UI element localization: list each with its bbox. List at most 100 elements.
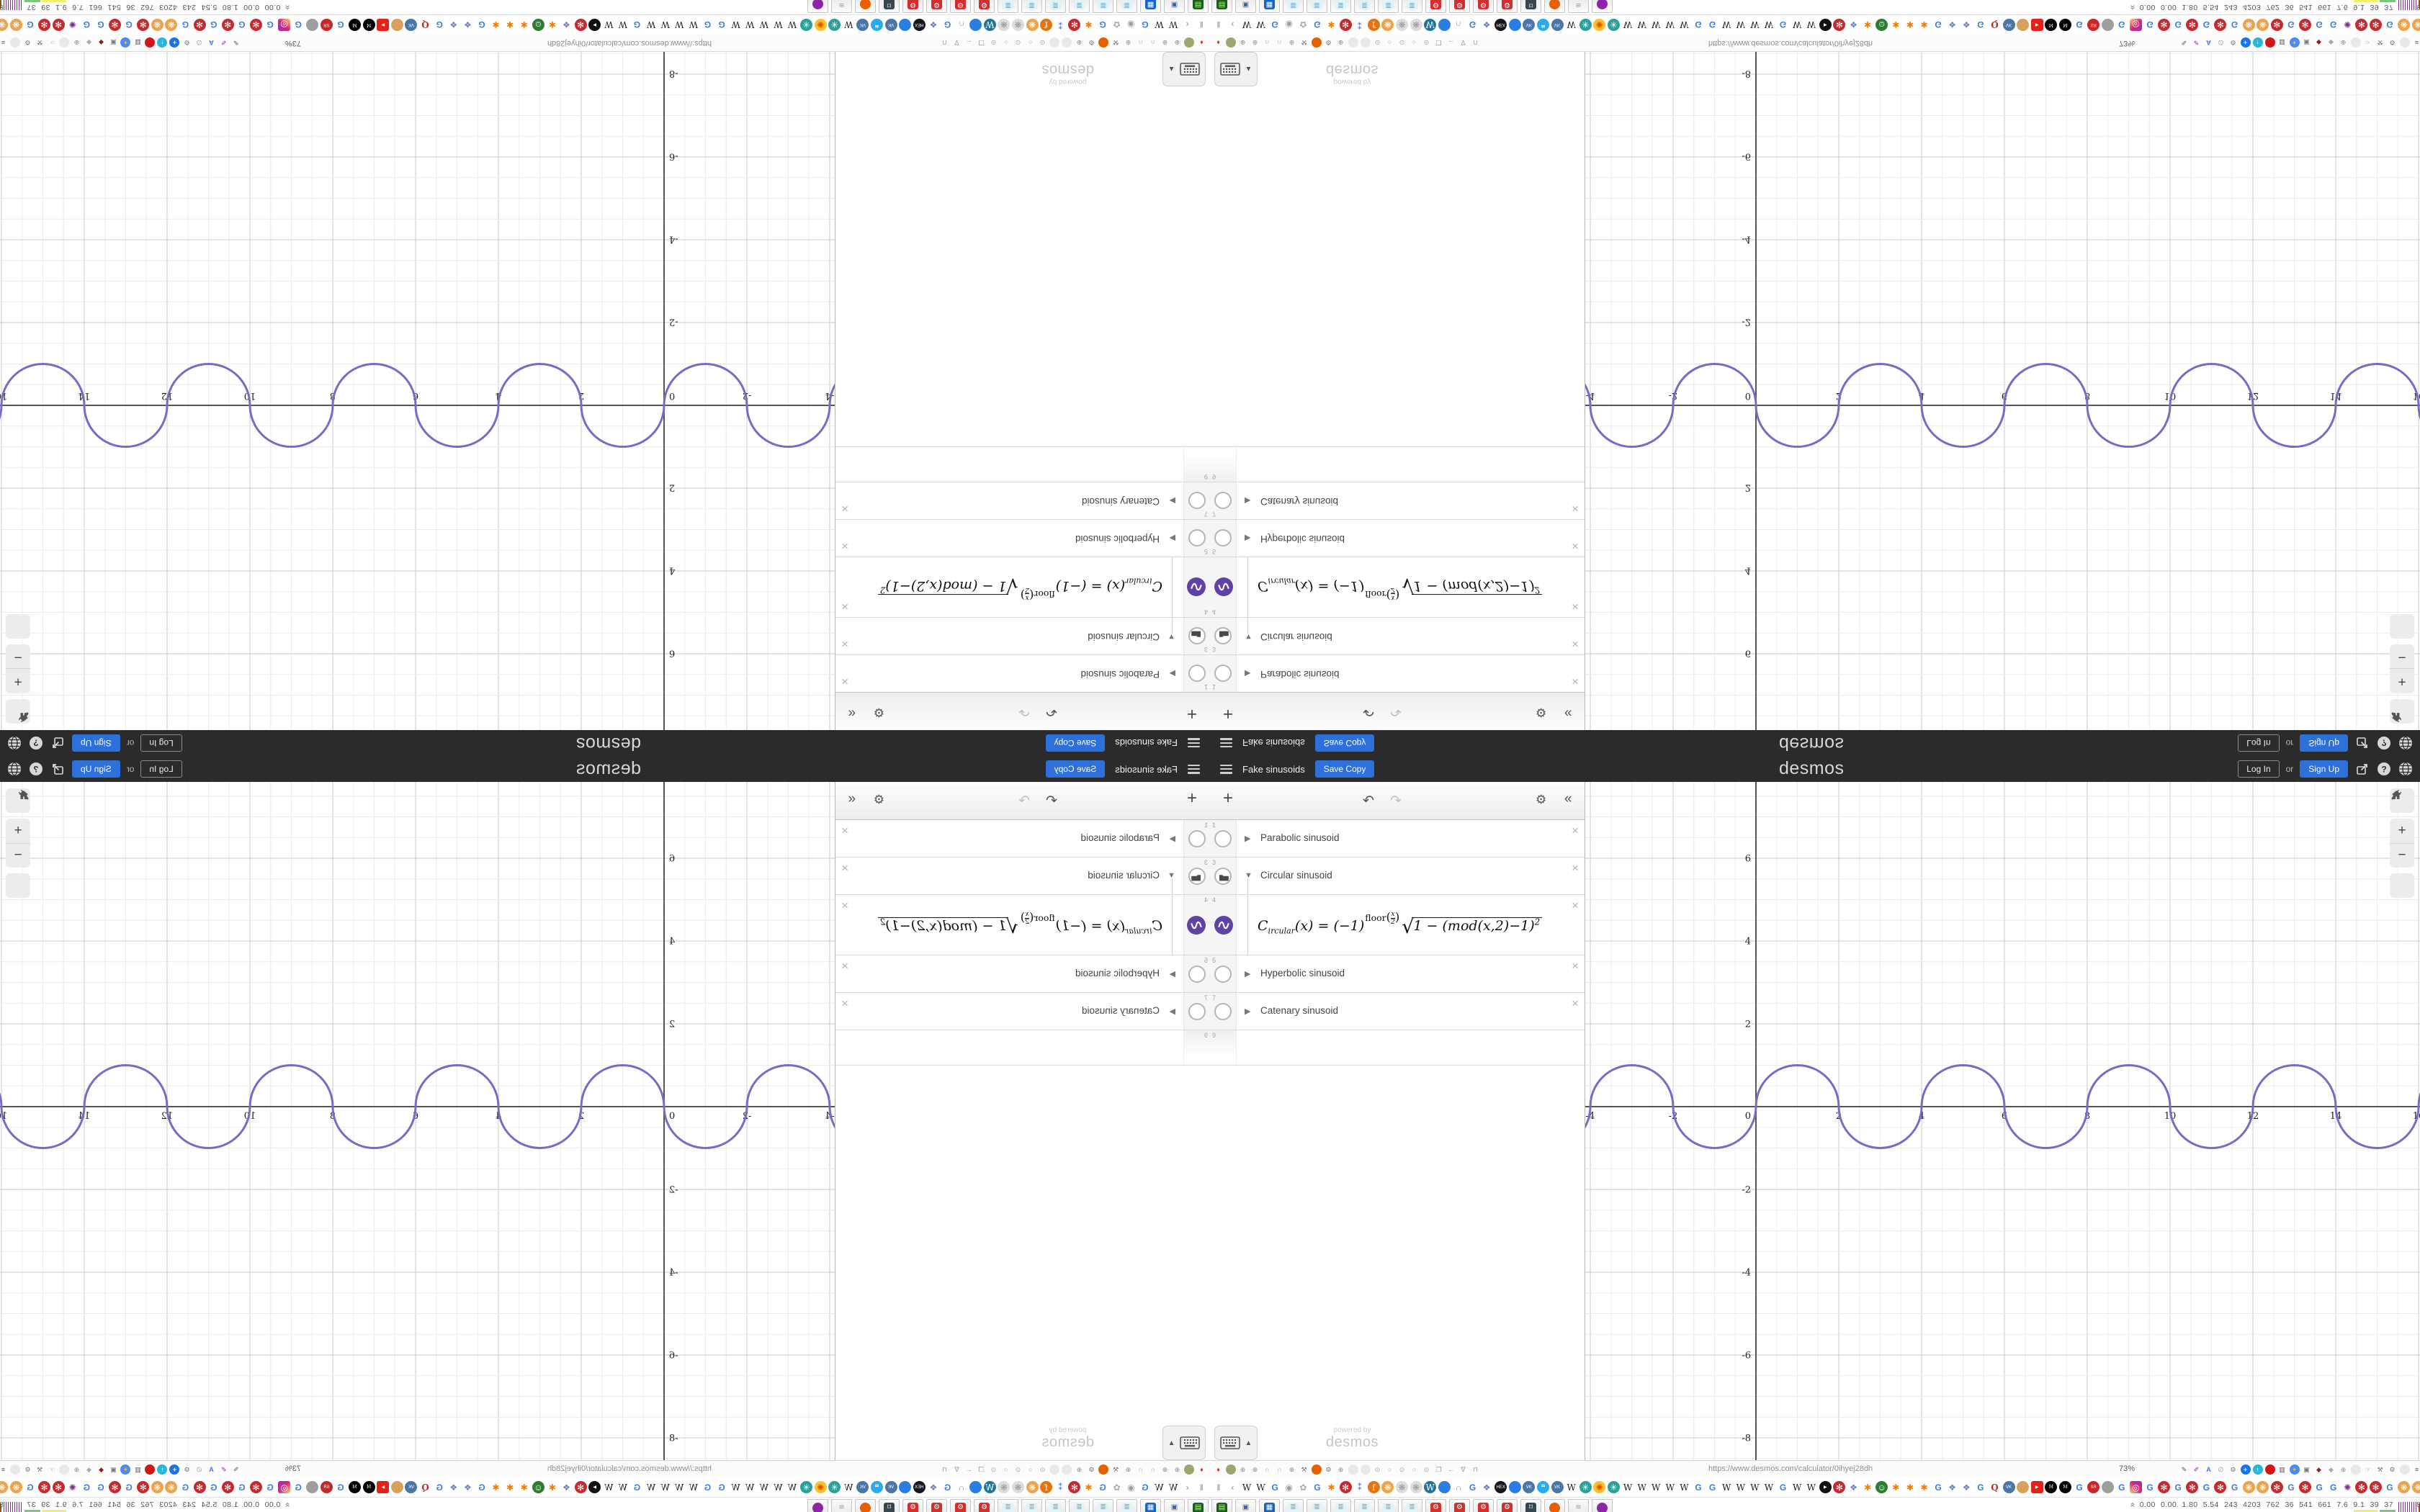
fx-icon[interactable]: f [1367, 17, 1381, 33]
curve-color-swatch-icon[interactable] [1214, 577, 1233, 597]
W-icon[interactable]: W [660, 1482, 670, 1493]
ffx-icon[interactable] [1311, 1464, 1322, 1475]
save-copy-button[interactable]: Save Copy [1314, 734, 1375, 752]
fade-icon[interactable] [2399, 1464, 2410, 1475]
globec-icon[interactable]: ✦ [2289, 1464, 2300, 1475]
mnd-icon[interactable]: ❋ [2397, 17, 2411, 33]
av2-icon[interactable] [2100, 17, 2115, 33]
vk-icon[interactable]: VK [856, 1480, 870, 1495]
taskbar-button-pc[interactable]: ▣ [1235, 1499, 1256, 1512]
delete-row-icon[interactable]: × [841, 899, 848, 912]
med-icon[interactable]: M [348, 1480, 362, 1495]
fade-icon[interactable] [1062, 1464, 1072, 1475]
snow-icon[interactable]: ✻ [2354, 17, 2369, 33]
graph-title[interactable]: Fake sinusoids [1115, 763, 1178, 775]
wp-icon[interactable]: W [983, 1480, 998, 1495]
chevron-right-icon[interactable]: ▶ [1169, 669, 1175, 678]
delete-row-icon[interactable]: × [841, 675, 848, 688]
W-icon[interactable]: W [1722, 19, 1731, 30]
mol-icon[interactable]: ❖ [463, 1482, 472, 1493]
fade-icon[interactable] [59, 37, 70, 48]
gear-icon[interactable]: ⚙ [1325, 1465, 1332, 1473]
share-icon[interactable] [2354, 762, 2370, 777]
folder-title[interactable]: Parabolic sinusoid [1080, 832, 1160, 843]
G-icon[interactable]: G [1469, 1482, 1476, 1493]
rad-icon[interactable]: ⊙ [990, 39, 997, 47]
chevron-right-icon[interactable]: ▶ [1169, 834, 1175, 843]
mndg-icon[interactable]: ❋ [1011, 17, 1026, 33]
lt-icon[interactable]: ‹ [1231, 19, 1234, 30]
gear-icon[interactable]: ⚙ [1325, 39, 1332, 47]
ig-icon[interactable]: ◎ [2129, 1480, 2143, 1495]
lock-icon[interactable]: ⊓ [1472, 39, 1479, 47]
folder-title[interactable]: Catenary sinusoid [1260, 1004, 1339, 1016]
W-icon[interactable]: W [759, 19, 768, 30]
taskbar-button-scroll[interactable]: ≋ [1568, 1499, 1589, 1512]
desmos-logo[interactable]: desmos [575, 734, 641, 754]
folder-title[interactable]: Hyperbolic sinusoid [1075, 967, 1160, 978]
upc-icon[interactable]: ↑ [2252, 37, 2263, 48]
taskbar-button-note[interactable]: ≣ [1402, 0, 1422, 13]
taskbar-button-ffx2[interactable] [1544, 0, 1565, 13]
G-icon[interactable]: G [2076, 1482, 2083, 1493]
delete-row-icon[interactable]: × [841, 502, 848, 516]
folder-title[interactable]: Catenary sinusoid [1081, 1004, 1160, 1016]
knit-icon[interactable]: ✳ [1607, 17, 1621, 33]
ig-icon[interactable]: ◎ [277, 1480, 292, 1495]
rad-icon[interactable]: ⊙ [1374, 39, 1381, 47]
flw-icon[interactable]: ✿ [1299, 1482, 1307, 1493]
dot-icon[interactable]: ◉ [1127, 1482, 1135, 1493]
zoom-out-button[interactable]: − [14, 847, 22, 863]
expression-row-catenary-sinusoid[interactable]: 7 ▶ Catenary sinusoid × [1210, 993, 1585, 1030]
folder-title[interactable]: Circular sinusoid [1088, 631, 1160, 643]
G-icon[interactable]: G [1695, 19, 1702, 30]
W-icon[interactable]: W [1567, 1482, 1576, 1493]
frame-icon[interactable]: ▣ [110, 1465, 117, 1473]
W-icon[interactable]: W [604, 19, 614, 30]
taskbar-button-note[interactable]: ≣ [998, 0, 1018, 13]
gear-icon[interactable]: ⚙ [2230, 1465, 2236, 1473]
chevron-right-icon[interactable]: ▶ [1245, 834, 1251, 843]
globe-icon[interactable]: ⊕ [1240, 1465, 1246, 1473]
hide-panel-icon[interactable]: « [1564, 791, 1572, 806]
plusb-icon[interactable]: + [169, 37, 180, 48]
grn-icon[interactable] [1225, 1464, 1236, 1475]
chat-icon[interactable]: ❝ [1536, 1480, 1551, 1495]
plusb-icon[interactable]: + [2240, 1464, 2251, 1475]
fade-icon[interactable] [1348, 1464, 1358, 1475]
G-icon[interactable]: G [944, 1482, 951, 1493]
G-icon[interactable]: G [2330, 19, 2337, 30]
chat-icon[interactable]: ❝ [870, 1480, 884, 1495]
av1-icon[interactable] [390, 17, 405, 33]
chevron-right-icon[interactable]: ▶ [1245, 669, 1251, 678]
snow-icon[interactable]: ✻ [1067, 1480, 1082, 1495]
globe-icon[interactable]: ⊕ [1076, 39, 1083, 47]
globec-icon[interactable]: ✦ [120, 37, 131, 48]
add-expression-button[interactable]: + [1223, 704, 1234, 724]
trash-icon[interactable]: ▥ [135, 39, 141, 47]
G-icon[interactable]: G [633, 1482, 641, 1493]
G-icon[interactable]: G [1142, 19, 1149, 30]
taskbar-button-ffx2[interactable] [1544, 1499, 1565, 1512]
W-icon[interactable]: W [1764, 1482, 1774, 1493]
delete-row-icon[interactable]: × [1572, 675, 1579, 688]
globe-icon[interactable]: ⊕ [2340, 1465, 2347, 1473]
W-icon[interactable]: W [1256, 1482, 1265, 1493]
globe-icon[interactable]: ⊕ [1125, 1465, 1131, 1473]
rad-icon[interactable]: ⊙ [1399, 1465, 1405, 1473]
G-icon[interactable]: G [2386, 1482, 2393, 1493]
sr-icon[interactable]: SR [2087, 1480, 2101, 1495]
G-icon[interactable]: G [436, 1482, 443, 1493]
W-icon[interactable]: W [1168, 19, 1178, 30]
ffx-icon[interactable] [1098, 1464, 1109, 1475]
taskbar-button-note[interactable]: ≣ [1378, 0, 1399, 13]
rad-icon[interactable]: ⊙ [1039, 39, 1046, 47]
q-icon[interactable]: Q [421, 19, 429, 30]
chevron-right-icon[interactable]: ▶ [1169, 496, 1175, 505]
mnd-icon[interactable]: ❋ [1025, 17, 1039, 33]
undo-icon[interactable]: ↶ [1046, 703, 1057, 719]
expression-row-hyperbolic-sinusoid[interactable]: 5 ▶ Hyperbolic sinusoid × [1210, 955, 1585, 993]
arc-icon[interactable]: ∩ [1455, 19, 1462, 30]
